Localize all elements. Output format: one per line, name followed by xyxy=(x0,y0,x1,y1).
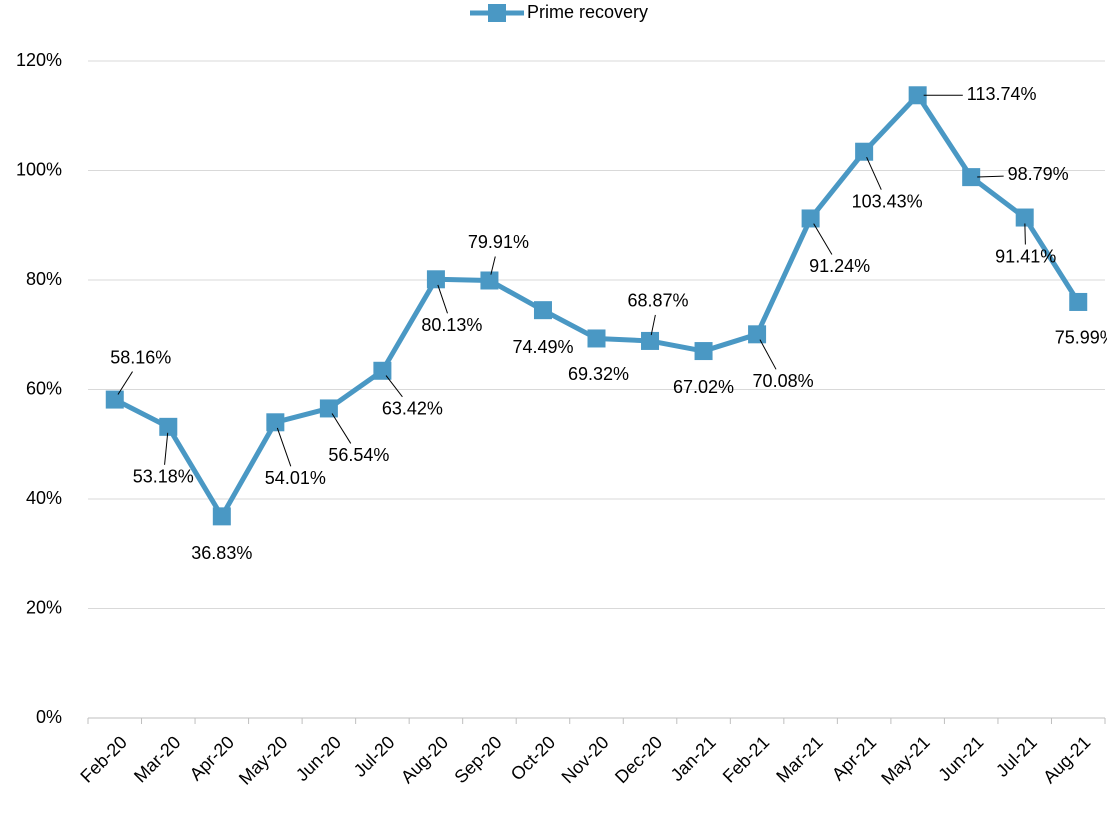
data-label: 91.24% xyxy=(809,256,870,276)
series-line xyxy=(113,92,1081,519)
leader-line xyxy=(866,156,882,190)
point-marker xyxy=(855,142,874,161)
x-tick-label: Oct-20 xyxy=(507,732,559,784)
y-tick-label: 0% xyxy=(36,707,62,727)
data-label: 74.49% xyxy=(512,337,573,357)
data-label: 68.87% xyxy=(627,291,688,311)
point-marker xyxy=(533,301,552,320)
data-label: 70.08% xyxy=(753,371,814,391)
x-tick-label: Apr-20 xyxy=(186,732,238,784)
leader-line xyxy=(437,284,448,314)
data-label: 63.42% xyxy=(382,399,443,419)
point-marker xyxy=(748,325,767,344)
y-tick-label: 100% xyxy=(16,159,62,179)
data-label: 79.91% xyxy=(468,232,529,252)
point-marker xyxy=(801,209,820,228)
legend-label: Prime recovery xyxy=(527,2,648,22)
x-tick-label: Feb-21 xyxy=(719,732,773,786)
leader-line xyxy=(117,371,133,395)
x-tick-label: Aug-21 xyxy=(1039,732,1094,787)
leader-line xyxy=(977,175,1004,178)
point-marker xyxy=(641,331,660,350)
y-tick-label: 80% xyxy=(26,269,62,289)
x-tick-label: Jun-20 xyxy=(292,732,345,785)
leader-line xyxy=(490,256,496,275)
point-marker xyxy=(373,361,392,380)
leader-line xyxy=(1024,223,1026,245)
x-tick-label: Apr-21 xyxy=(828,732,880,784)
x-tick-label: Aug-20 xyxy=(397,732,452,787)
x-tick-label: Jul-20 xyxy=(350,732,399,781)
point-marker xyxy=(426,270,445,289)
leader-line xyxy=(331,413,352,444)
y-tick-label: 40% xyxy=(26,488,62,508)
x-tick-label: Jul-21 xyxy=(992,732,1041,781)
data-label: 80.13% xyxy=(421,315,482,335)
leader-line xyxy=(276,427,292,467)
point-marker xyxy=(266,413,285,432)
data-label: 103.43% xyxy=(852,191,923,211)
data-label: 75.99% xyxy=(1055,328,1107,348)
x-tick-label: Nov-20 xyxy=(558,732,613,787)
x-tick-label: Sep-20 xyxy=(450,732,505,787)
x-tick-label: Jan-21 xyxy=(667,732,720,785)
x-tick-label: Feb-20 xyxy=(76,732,130,786)
leader-line xyxy=(650,314,656,336)
point-marker xyxy=(159,417,178,436)
x-tick-label: Mar-20 xyxy=(130,732,184,786)
data-label: 58.16% xyxy=(110,347,171,367)
leader-line xyxy=(813,223,833,255)
point-marker xyxy=(1069,292,1088,311)
x-tick-label: May-20 xyxy=(235,732,292,789)
point-marker xyxy=(694,342,713,361)
point-marker xyxy=(105,390,124,409)
point-marker xyxy=(212,507,231,526)
point-marker xyxy=(587,329,606,348)
y-tick-label: 120% xyxy=(16,50,62,70)
x-tick-label: Mar-21 xyxy=(772,732,826,786)
data-label: 53.18% xyxy=(133,467,194,487)
y-tick-label: 60% xyxy=(26,378,62,398)
data-label: 54.01% xyxy=(265,468,326,488)
x-tick-label: Dec-20 xyxy=(611,732,666,787)
point-marker xyxy=(480,271,499,290)
leader-line xyxy=(164,432,169,465)
data-label: 56.54% xyxy=(328,445,389,465)
point-marker xyxy=(1015,208,1034,227)
data-label: 91.41% xyxy=(995,246,1056,266)
data-label: 67.02% xyxy=(673,377,734,397)
point-marker xyxy=(908,86,927,105)
legend-marker xyxy=(488,4,506,22)
point-marker xyxy=(319,399,338,418)
data-label: 113.74% xyxy=(967,84,1037,104)
point-marker xyxy=(962,168,981,187)
data-label: 98.79% xyxy=(1008,164,1069,184)
leader-line xyxy=(759,339,777,370)
data-label: 69.32% xyxy=(568,364,629,384)
leader-line xyxy=(385,375,403,398)
x-tick-label: May-21 xyxy=(877,732,934,789)
x-tick-label: Jun-21 xyxy=(934,732,987,785)
data-label: 36.83% xyxy=(191,543,252,563)
y-tick-label: 20% xyxy=(26,597,62,617)
